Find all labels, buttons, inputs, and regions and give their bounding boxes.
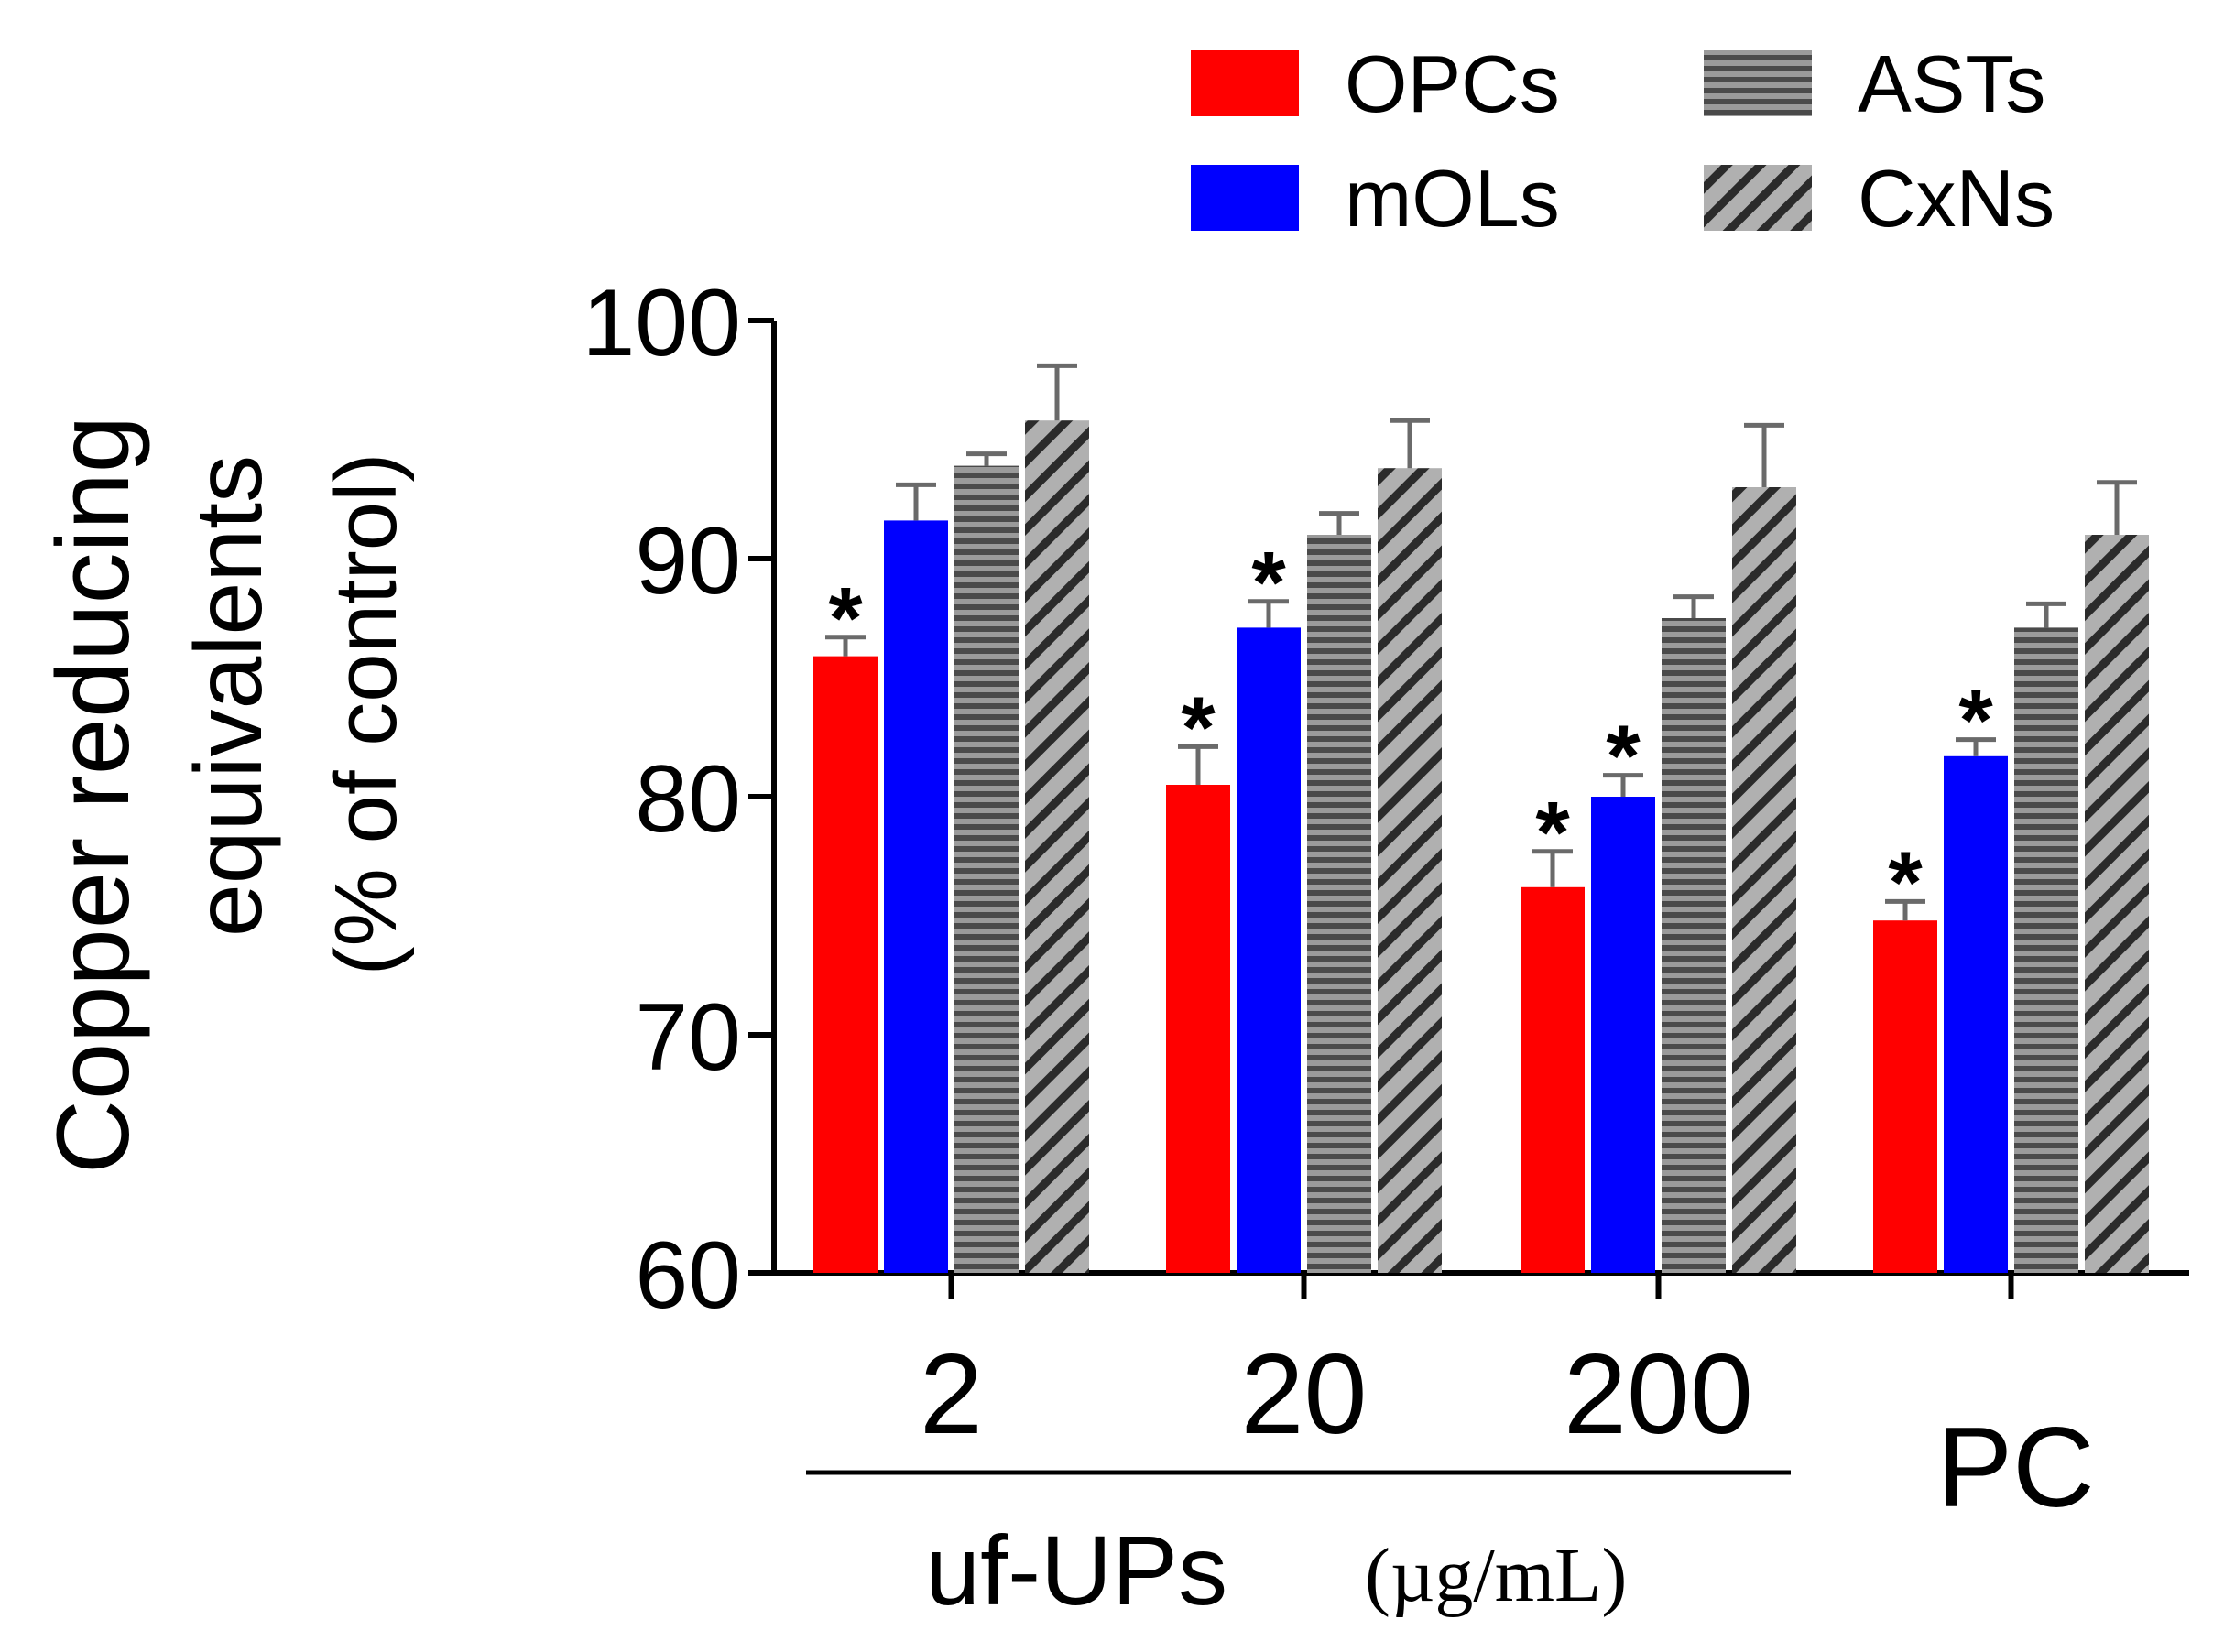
bar-cxns xyxy=(1378,468,1442,1273)
bar-group-cxns-20 xyxy=(1378,418,1442,1273)
x-tick-label: 20 xyxy=(1241,1331,1368,1458)
x-axis-ticks: 2 20 200 PC xyxy=(920,1273,2095,1531)
y-tick-label: 60 xyxy=(635,1223,741,1329)
bar-asts xyxy=(954,465,1019,1274)
legend-swatch-cxns xyxy=(1704,165,1812,231)
bar-group-opcs-pc: * xyxy=(1873,833,1937,1273)
y-axis-title: Copper reducing equivalents (% of contro… xyxy=(36,416,415,1174)
group-label: uf-UPs xyxy=(925,1515,1227,1625)
x-tick-label: 2 xyxy=(920,1331,983,1458)
y-axis-ticks: 60 70 80 90 100 xyxy=(582,270,774,1329)
bar-group-opcs-20: * xyxy=(1166,679,1230,1273)
bar-group-asts-200 xyxy=(1662,594,1726,1273)
bar-group-cxns-pc xyxy=(2085,480,2149,1273)
legend-item-mols: mOLs xyxy=(1191,153,1560,244)
bar-group-mols-200: * xyxy=(1591,708,1655,1273)
bar-mols xyxy=(1944,755,2008,1273)
bar-asts xyxy=(2014,627,2078,1273)
significance-marker: * xyxy=(1606,708,1641,806)
bar-cxns xyxy=(2085,535,2149,1273)
x-tick-label: PC xyxy=(1936,1405,2094,1531)
bar-mols xyxy=(1237,627,1301,1273)
bar-group-cxns-2 xyxy=(1025,363,1089,1273)
bar-opcs xyxy=(1521,886,1585,1273)
x-tick-label: 200 xyxy=(1564,1331,1753,1458)
significance-marker: * xyxy=(1251,534,1286,632)
legend-item-cxns: CxNs xyxy=(1704,153,2055,244)
legend-swatch-mols xyxy=(1191,165,1299,231)
bar-group-mols-20: * xyxy=(1237,534,1301,1273)
bar-mols xyxy=(1591,797,1655,1273)
y-tick-label: 90 xyxy=(635,508,741,614)
bar-group-opcs-200: * xyxy=(1521,784,1585,1273)
bar-group-mols-2 xyxy=(884,482,948,1273)
bar-cxns xyxy=(1732,487,1796,1273)
legend-item-asts: ASTs xyxy=(1704,38,2045,129)
significance-marker: * xyxy=(828,570,863,668)
significance-marker: * xyxy=(1535,784,1570,882)
bar-group-asts-2 xyxy=(954,451,1019,1274)
legend-swatch-opcs xyxy=(1191,50,1299,116)
legend-label-mols: mOLs xyxy=(1345,153,1560,244)
bar-group-mols-pc: * xyxy=(1944,672,2008,1273)
bar-asts xyxy=(1662,618,1726,1273)
significance-marker: * xyxy=(1181,679,1216,777)
significance-marker: * xyxy=(1888,833,1923,931)
bar-asts xyxy=(1307,535,1371,1273)
bar-opcs xyxy=(1166,785,1230,1273)
y-axis-title-line-1: Copper reducing xyxy=(36,416,150,1174)
y-axis-title-line-3: (% of control) xyxy=(317,453,415,976)
legend-label-asts: ASTs xyxy=(1858,38,2045,129)
bar-group-cxns-200 xyxy=(1732,422,1796,1273)
bar-mols xyxy=(884,520,948,1273)
significance-marker: * xyxy=(1958,672,1993,770)
group-unit: (µg/mL) xyxy=(1365,1533,1627,1618)
legend-swatch-asts xyxy=(1704,50,1812,116)
y-tick-label: 80 xyxy=(635,746,741,853)
bar-group-opcs-2: * xyxy=(813,570,878,1273)
bar-cxns xyxy=(1025,420,1089,1273)
bars: * * * * * * * xyxy=(813,363,2149,1274)
legend-label-cxns: CxNs xyxy=(1858,153,2055,244)
legend: OPCs mOLs ASTs CxNs xyxy=(1191,38,2055,244)
y-axis-title-line-2: equivalents xyxy=(176,455,282,937)
bar-group-asts-20 xyxy=(1307,511,1371,1273)
legend-label-opcs: OPCs xyxy=(1345,38,1560,129)
bar-opcs xyxy=(1873,920,1937,1273)
bar-opcs xyxy=(813,656,878,1273)
legend-item-opcs: OPCs xyxy=(1191,38,1560,129)
bar-group-asts-pc xyxy=(2014,601,2078,1273)
y-tick-label: 100 xyxy=(582,270,741,376)
y-tick-label: 70 xyxy=(635,984,741,1091)
